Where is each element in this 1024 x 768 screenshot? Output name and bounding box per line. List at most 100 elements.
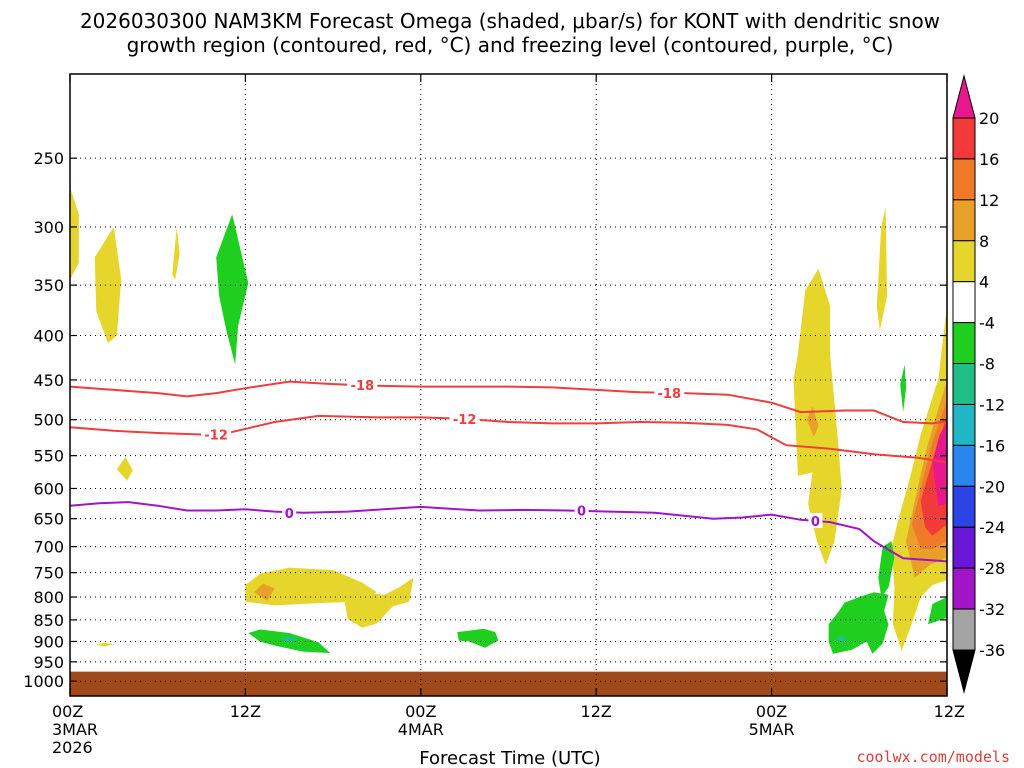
colorbar-top-arrow [952,74,976,119]
colorbar-label-0: 20 [979,109,999,128]
dgz-upper-label-bg-0 [347,376,378,392]
omega-neg4-right-low [828,592,889,654]
colorbar-label-12: -32 [979,600,1005,619]
omega-4-low-mid [344,577,414,628]
omega-4-thin-right [876,207,888,331]
omega-neg4-upper [216,214,249,365]
colorbar-label-10: -24 [979,518,1005,537]
colorbar-bin-7 [952,363,976,405]
colorbar-bin-12 [952,567,976,610]
contour-lines: -18 -18 -12 -12 0 0 0 [69,376,948,563]
freezing-level-label-bg-1 [574,502,589,518]
dgz-upper-label-1: -18 [658,387,682,402]
dgz-upper-line [69,380,948,425]
chart-title-line2: growth region (contoured, red, °C) and f… [127,33,894,57]
y-tick-label-400: 400 [33,327,64,346]
colorbar-bottom-arrow [952,649,976,694]
y-tick-label-450: 450 [33,371,64,390]
colorbar-bin-5 [952,281,976,324]
y-tick-label-500: 500 [33,411,64,430]
x-tick-year-0: 2026 [52,738,93,757]
y-tick-label-250: 250 [33,149,64,168]
colorbar-bin-2 [952,158,976,201]
x-tick-label-5: 12Z [934,702,965,721]
ground-below-surface [70,671,947,696]
freezing-level-label-0: 0 [285,507,294,522]
y-tick-label-700: 700 [33,538,64,557]
omega-4-small [116,457,133,481]
x-tick-date-0: 3MAR [52,720,98,739]
dgz-upper-label-bg-1 [654,385,685,401]
colorbar-bin-8 [952,403,976,446]
colorbar-bin-6 [952,322,976,365]
y-tick-label-550: 550 [33,447,64,466]
colorbar: 20 16 12 8 4 -4 -8 -12 -16 -20 -24 -28 -32 -36 [952,74,1005,694]
credit-text: coolwx.com/models [856,748,1010,766]
y-tick-label-950: 950 [33,653,64,672]
omega-8-a [254,583,275,601]
colorbar-bin-9 [952,444,976,487]
colorbar-label-6: -8 [979,355,995,374]
y-tick-label-600: 600 [33,479,64,498]
y-tick-label-650: 650 [33,510,64,529]
chart-title-line1: 2026030300 NAM3KM Forecast Omega (shaded… [80,9,940,33]
y-axis-ticks: 250 300 350 400 450 500 550 600 650 700 750 800 850 9… [23,149,947,691]
y-tick-label-300: 300 [33,218,64,237]
dgz-lower-label-1: -12 [453,413,477,428]
x-tick-label-3: 12Z [581,702,612,721]
omega-4-top-left [70,187,79,280]
colorbar-bin-13 [952,608,976,651]
colorbar-bin-4 [952,240,976,283]
colorbar-bin-10 [952,485,976,528]
colorbar-label-5: -4 [979,314,995,333]
dgz-lower-label-0: -12 [204,428,228,443]
x-tick-label-1: 12Z [230,702,261,721]
dgz-lower-label-bg-1 [449,410,480,426]
omega-4-right-upper [793,268,842,565]
omega-4-thin [172,227,180,280]
omega-20 [932,423,947,506]
dgz-upper-label-0: -18 [351,379,375,394]
y-tick-label-800: 800 [33,588,64,607]
colorbar-label-8: -16 [979,436,1005,455]
x-tick-date-4: 5MAR [749,720,795,739]
y-tick-label-850: 850 [33,611,64,630]
freezing-level-label-bg-2 [808,512,823,528]
freezing-level-label-bg-0 [282,504,297,520]
freezing-level-label-1: 0 [577,504,586,519]
x-tick-label-2: 00Z [405,702,436,721]
grid-lines [70,74,947,696]
y-tick-label-900: 900 [33,632,64,651]
omega-neg4-far-right-low [928,597,947,625]
omega-neg8-a [280,636,298,643]
colorbar-label-3: 8 [979,232,989,251]
omega-neg4-upper-thin [900,364,907,413]
omega-neg8-b [835,635,848,643]
omega-4-upper-left [94,227,122,343]
x-tick-label-0: 00Z [52,702,83,721]
y-tick-label-1000: 1000 [23,672,64,691]
colorbar-label-11: -28 [979,559,1005,578]
colorbar-bin-11 [952,526,976,569]
colorbar-label-2: 12 [979,191,999,210]
colorbar-label-13: -36 [979,641,1005,660]
omega-8-b [806,406,819,437]
omega-4-dot [96,642,114,647]
colorbar-bin-1 [952,117,976,160]
x-tick-label-4: 00Z [756,702,787,721]
y-tick-label-350: 350 [33,276,64,295]
colorbar-label-4: 4 [979,273,989,292]
y-tick-label-750: 750 [33,564,64,583]
x-axis-title: Forecast Time (UTC) [419,748,600,768]
colorbar-bin-3 [952,199,976,242]
omega-4-low-left [245,567,377,606]
omega-neg4-low-mid [457,628,499,648]
omega-shading [70,187,947,654]
dgz-lower-label-bg-0 [201,426,232,442]
omega-neg4-right-thin [878,541,895,597]
x-tick-date-2: 4MAR [398,720,444,739]
colorbar-label-9: -20 [979,477,1005,496]
plot-frame [69,73,948,697]
